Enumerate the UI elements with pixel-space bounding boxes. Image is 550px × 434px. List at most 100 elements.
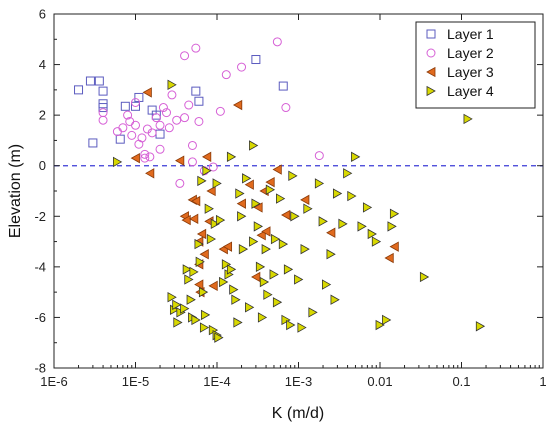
data-point bbox=[389, 208, 400, 219]
data-point bbox=[322, 279, 332, 290]
data-point bbox=[167, 292, 177, 303]
data-point bbox=[308, 307, 318, 318]
data-point bbox=[197, 175, 207, 187]
data-point bbox=[475, 321, 486, 332]
data-point bbox=[145, 168, 155, 179]
data-point bbox=[194, 238, 204, 250]
x-axis-ticks: 1E-6 1E-5 1E-4 1E-3 0.01 0.1 1 bbox=[40, 14, 547, 389]
data-point bbox=[194, 279, 204, 290]
data-point bbox=[286, 319, 296, 331]
data-point bbox=[191, 314, 201, 326]
data-point bbox=[202, 165, 212, 176]
data-point bbox=[85, 76, 95, 86]
data-point bbox=[332, 188, 343, 199]
legend-box bbox=[415, 21, 536, 109]
x-axis-title: K (m/d) bbox=[272, 405, 324, 422]
legend-label: Layer 4 bbox=[447, 83, 494, 99]
y-tick-label: 2 bbox=[39, 108, 46, 123]
data-point bbox=[118, 123, 128, 133]
data-point bbox=[155, 120, 165, 130]
data-point bbox=[161, 108, 171, 118]
data-point bbox=[233, 317, 243, 328]
data-point bbox=[281, 314, 291, 326]
data-point bbox=[389, 241, 399, 252]
data-point bbox=[251, 198, 261, 209]
y-tick-label: 0 bbox=[39, 158, 46, 173]
data-point bbox=[206, 185, 216, 197]
data-point bbox=[147, 128, 157, 138]
data-point bbox=[281, 103, 291, 113]
data-point bbox=[384, 252, 394, 264]
data-point bbox=[263, 289, 273, 300]
data-point bbox=[127, 130, 137, 140]
data-point bbox=[222, 241, 233, 252]
data-point bbox=[199, 249, 209, 260]
data-point bbox=[180, 303, 190, 314]
data-point bbox=[265, 176, 275, 188]
data-point bbox=[281, 209, 291, 221]
data-point bbox=[419, 271, 430, 283]
data-point bbox=[231, 294, 241, 305]
data-point bbox=[362, 202, 373, 213]
data-point bbox=[300, 194, 310, 206]
data-point bbox=[237, 211, 247, 222]
data-point bbox=[202, 151, 212, 163]
data-point bbox=[88, 138, 98, 148]
data-point bbox=[189, 213, 199, 224]
data-point bbox=[175, 178, 185, 188]
legend-label: Layer 2 bbox=[447, 45, 494, 61]
data-point bbox=[142, 87, 152, 98]
data-point bbox=[278, 81, 288, 91]
data-point bbox=[226, 151, 237, 163]
data-point bbox=[196, 228, 207, 240]
y-tick-label: -4 bbox=[34, 259, 46, 274]
data-point bbox=[255, 261, 266, 273]
data-point bbox=[187, 157, 197, 167]
data-point bbox=[131, 120, 140, 130]
y-tick-label: 6 bbox=[39, 7, 46, 22]
data-point bbox=[194, 96, 204, 106]
data-point bbox=[98, 115, 108, 125]
data-point bbox=[330, 294, 340, 305]
data-point bbox=[131, 98, 140, 107]
data-point bbox=[74, 85, 84, 95]
data-point bbox=[172, 115, 182, 125]
data-point bbox=[155, 144, 165, 154]
data-point bbox=[199, 322, 210, 333]
y-axis-ticks: -8 -6 -4 -2 0 2 4 6 bbox=[34, 7, 543, 376]
data-point bbox=[215, 106, 225, 116]
data-point bbox=[221, 70, 231, 80]
data-point bbox=[212, 178, 222, 189]
data-point bbox=[210, 218, 221, 230]
data-point bbox=[261, 243, 271, 255]
data-point bbox=[184, 100, 194, 110]
data-point bbox=[98, 108, 108, 118]
data-point bbox=[180, 51, 190, 61]
data-point bbox=[249, 236, 259, 247]
data-point bbox=[253, 202, 263, 213]
y-tick-label: -6 bbox=[34, 310, 46, 325]
data-point bbox=[145, 152, 155, 162]
data-point bbox=[326, 227, 336, 238]
data-point bbox=[245, 302, 255, 313]
data-point bbox=[253, 221, 263, 232]
data-point bbox=[221, 259, 232, 270]
data-point bbox=[229, 284, 239, 295]
x-tick-label: 1E-6 bbox=[40, 374, 67, 389]
data-point bbox=[256, 230, 266, 241]
data-point bbox=[251, 55, 261, 65]
data-point bbox=[112, 127, 122, 137]
data-point bbox=[187, 140, 197, 150]
data-point bbox=[294, 274, 304, 285]
data-point bbox=[173, 317, 183, 328]
data-point bbox=[303, 203, 313, 214]
data-point bbox=[172, 299, 182, 310]
data-point bbox=[189, 266, 199, 278]
data-point bbox=[347, 190, 357, 202]
data-point bbox=[158, 103, 168, 113]
data-point bbox=[186, 294, 196, 305]
y-tick-label: -8 bbox=[34, 361, 46, 376]
data-point bbox=[276, 193, 286, 204]
data-point bbox=[232, 99, 243, 111]
legend-label: Layer 3 bbox=[447, 64, 494, 80]
